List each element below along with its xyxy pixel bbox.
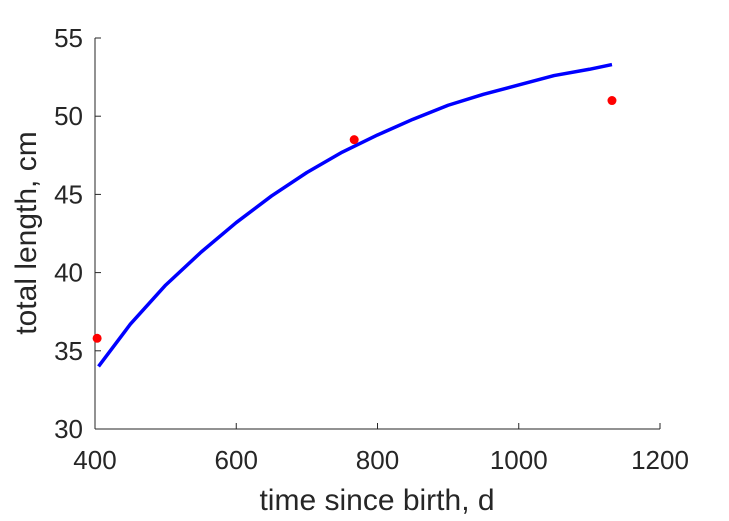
- data-point: [92, 333, 102, 343]
- x-tick-label: 800: [356, 445, 399, 475]
- fit-curve: [97, 62, 613, 368]
- y-tick-label: 30: [54, 414, 83, 444]
- x-tick-label: 1200: [631, 445, 689, 475]
- y-tick-label: 45: [54, 179, 83, 209]
- y-axis-label: total length, cm: [10, 131, 43, 334]
- x-axis-label: time since birth, d: [259, 484, 494, 517]
- axes: [94, 38, 660, 430]
- x-tick-label: 400: [73, 445, 116, 475]
- x-ticks: 400 600 800 1000 1200: [73, 423, 689, 475]
- y-tick-label: 50: [54, 101, 83, 131]
- x-tick-label: 600: [215, 445, 258, 475]
- data-point: [607, 96, 617, 106]
- y-tick-label: 55: [54, 23, 83, 53]
- y-tick-label: 35: [54, 336, 83, 366]
- y-ticks: 30 35 40 45 50 55: [54, 23, 101, 444]
- plot-area: [92, 62, 617, 368]
- y-tick-label: 40: [54, 258, 83, 288]
- data-point: [349, 135, 359, 145]
- x-tick-label: 1000: [490, 445, 548, 475]
